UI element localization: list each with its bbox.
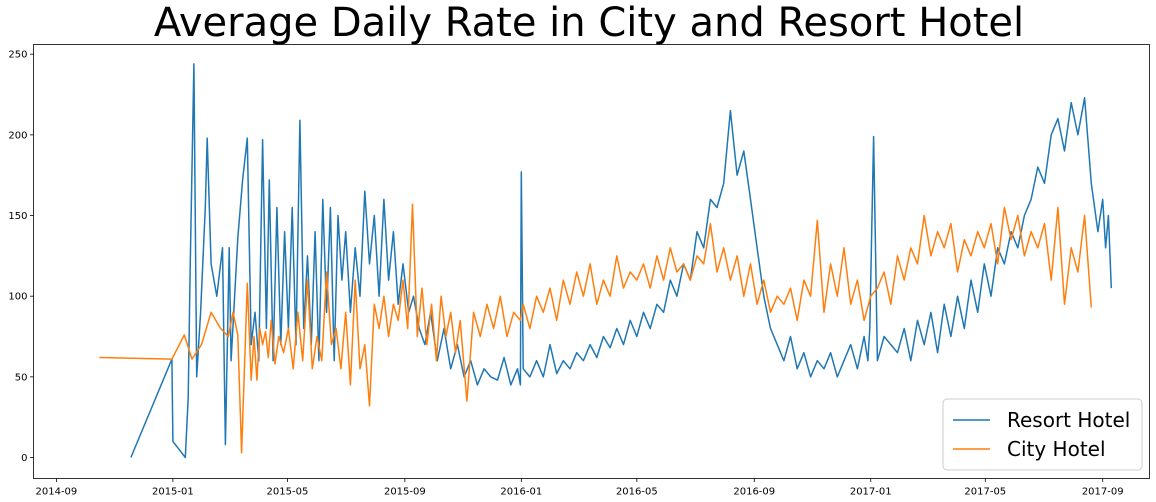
y-tick-label: 100 xyxy=(8,292,27,303)
x-tick-label: 2015-05 xyxy=(267,487,309,498)
x-tick-label: 2017-05 xyxy=(964,487,1006,498)
x-tick-label: 2015-09 xyxy=(384,487,426,498)
x-axis: 2014-09 2015-01 2015-05 2015-09 2016-01 2016-… xyxy=(36,478,1124,498)
legend-label-city-hotel: City Hotel xyxy=(1007,437,1106,461)
y-tick-label: 200 xyxy=(8,130,27,141)
x-tick-label: 2017-01 xyxy=(850,487,892,498)
x-tick-label: 2016-09 xyxy=(733,487,775,498)
series-line-city-hotel xyxy=(99,203,1093,454)
x-tick-label: 2016-05 xyxy=(616,487,658,498)
x-tick-label: 2014-09 xyxy=(36,487,78,498)
legend-frame xyxy=(942,398,1143,471)
plot-frame xyxy=(33,44,1150,479)
legend-label-resort-hotel: Resort Hotel xyxy=(1007,408,1130,432)
plot-lines xyxy=(99,63,1113,459)
legend: Resort Hotel City Hotel xyxy=(942,398,1143,471)
y-tick-label: 50 xyxy=(15,372,28,383)
y-tick-label: 250 xyxy=(8,50,27,61)
y-axis: 0 50 100 150 200 250 xyxy=(8,50,34,464)
series-line-resort-hotel xyxy=(130,63,1113,459)
x-tick-label: 2015-01 xyxy=(152,487,194,498)
x-tick-label: 2016-01 xyxy=(500,487,542,498)
y-tick-label: 150 xyxy=(8,211,27,222)
y-tick-label: 0 xyxy=(21,453,27,464)
x-tick-label: 2017-09 xyxy=(1082,487,1124,498)
chart-title: Average Daily Rate in City and Resort Ho… xyxy=(154,0,1024,46)
